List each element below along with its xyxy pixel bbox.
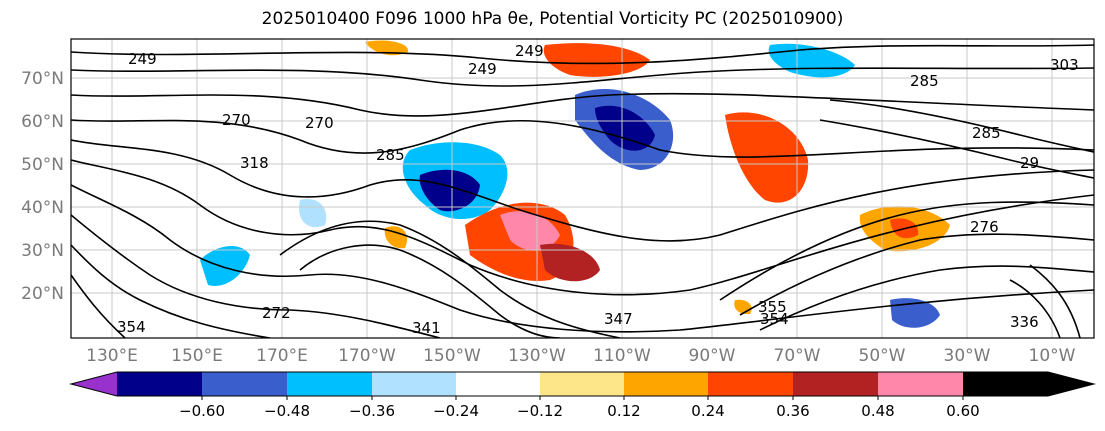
contour-label: 270 [222,111,251,129]
contour-label: 285 [910,72,939,90]
contour-label: 347 [604,310,633,328]
lat-label-50n: 50°N [21,155,64,175]
lat-label-30n: 30°N [21,241,64,261]
graticule [71,39,1094,338]
contour-label: 318 [240,154,269,172]
lon-label-10w: 10°W [1028,346,1076,366]
positive-anomaly-gulf [540,243,600,282]
contour-label: 249 [128,50,157,68]
colorbar-outline [69,371,1096,397]
contour-labels: 249 249 249 270 270 285 285 29 318 354 3… [117,42,1079,337]
contour-label: 354 [117,318,146,336]
contour-label: 249 [515,42,544,60]
contour-label: 303 [1050,56,1079,74]
lon-label-90w: 90°W [688,346,736,366]
lon-label-150w: 150°W [423,346,481,366]
colorbar-extend-low [71,372,117,396]
lon-label-70w: 70°W [773,346,821,366]
lon-label-30w: 30°W [943,346,991,366]
colorbar-tick-label: 0.24 [691,402,725,420]
lon-label-130e: 130°E [86,346,138,366]
colorbar-tick-label: −0.60 [179,402,225,420]
theta-e-contours [71,44,1094,338]
colorbar-tick-label: 0.60 [946,402,980,420]
contour-label: 270 [305,114,334,132]
lon-label-170w: 170°W [338,346,396,366]
lon-label-50w: 50°W [858,346,906,366]
contour-label: 272 [262,304,291,322]
contour-label: 29 [1020,154,1039,172]
colorbar-swatch [202,372,287,396]
contour-label: 285 [376,146,405,164]
colorbar-tick-label: −0.36 [349,402,395,420]
contour-label: 249 [468,60,497,78]
positive-anomaly-arctic-small [365,40,409,56]
negative-anomaly-canada-core [595,105,655,151]
colorbar [69,371,1096,400]
lon-label-130w: 130°W [508,346,566,366]
colorbar-tick-label: 0.48 [861,402,895,420]
lat-label-60n: 60°N [21,112,64,132]
colorbar-swatch [624,372,708,396]
colorbar-tick-label: −0.24 [433,402,479,420]
negative-anomaly-atlantic [890,298,940,328]
negative-anomaly-pacific-core [419,169,480,212]
positive-anomaly-labrador [725,112,809,203]
contour-label: 336 [1010,313,1039,331]
lon-label-150e: 150°E [171,346,223,366]
contour-label: 285 [972,124,1001,142]
colorbar-swatch [117,372,202,396]
colorbar-tick-label: −0.48 [264,402,310,420]
map-frame [70,38,1095,339]
positive-anomaly-greenland [543,43,650,77]
pv-shading [200,40,950,328]
lat-label-20n: 20°N [21,284,64,304]
positive-anomaly-eastpac-core [500,211,560,251]
map-title: 2025010400 F096 1000 hPa θe, Potential V… [261,9,844,29]
lat-label-70n: 70°N [21,69,64,89]
contour-label: 354 [760,310,789,328]
lon-label-110w: 110°W [593,346,651,366]
colorbar-swatch [456,372,540,396]
colorbar-tick-label: −0.12 [517,402,563,420]
lon-label-170e: 170°E [256,346,308,366]
negative-anomaly-westpac [200,245,250,286]
contour-label: 341 [412,319,441,337]
colorbar-swatch [372,372,456,396]
colorbar-swatch [287,372,372,396]
colorbar-swatch [878,372,963,396]
colorbar-swatch [540,372,624,396]
colorbar-tick-label: 0.36 [776,402,810,420]
contour-label: 276 [970,218,999,236]
colorbar-extend-high [963,372,1094,396]
positive-anomaly-small-1 [384,226,408,249]
lat-label-40n: 40°N [21,198,64,218]
colorbar-swatch [708,372,793,396]
map-plot-area [71,39,1094,338]
colorbar-tick-label: 0.12 [607,402,641,420]
negative-anomaly-north [299,199,327,228]
colorbar-swatch [793,372,878,396]
contour-label: 355 [758,298,787,316]
